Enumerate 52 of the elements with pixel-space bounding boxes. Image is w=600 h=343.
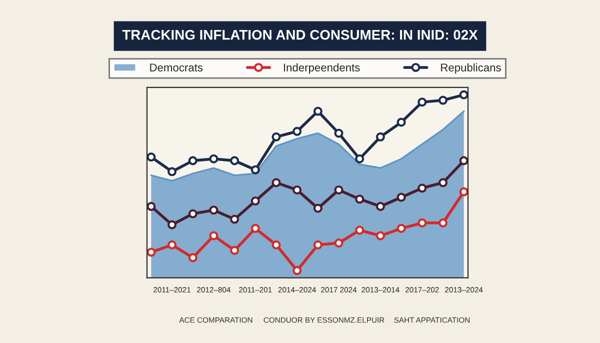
point	[396, 118, 406, 127]
point	[250, 196, 260, 206]
point	[438, 218, 448, 228]
point	[230, 246, 240, 255]
point	[188, 156, 198, 166]
point	[396, 224, 406, 233]
point	[167, 240, 177, 250]
point	[313, 240, 322, 250]
point	[250, 224, 260, 233]
point	[313, 106, 322, 116]
point	[147, 202, 156, 211]
point	[209, 231, 218, 240]
point	[188, 253, 198, 262]
point	[292, 126, 302, 136]
point	[334, 185, 344, 194]
point	[272, 132, 281, 142]
point	[292, 266, 302, 276]
point	[334, 128, 344, 138]
chart-title: TRACKING INFLATION AND CONSUMER: IN INID: 02X	[122, 30, 478, 40]
point	[418, 98, 427, 107]
point	[396, 192, 406, 202]
point	[272, 178, 281, 188]
point	[147, 152, 156, 162]
point	[147, 248, 156, 257]
legend-label: Republicans	[441, 63, 501, 74]
point	[272, 240, 281, 250]
point	[188, 209, 198, 218]
point	[209, 154, 218, 164]
point	[459, 90, 468, 100]
legend-label: Democrats	[150, 64, 203, 72]
point	[334, 238, 344, 248]
point	[250, 165, 260, 174]
point	[438, 96, 448, 105]
point	[167, 220, 177, 230]
point	[230, 214, 240, 224]
point	[438, 178, 448, 188]
point	[355, 154, 364, 164]
point	[292, 185, 302, 194]
legend-label: Inderpeendents	[284, 63, 360, 74]
point	[376, 231, 385, 240]
point	[167, 167, 177, 176]
point	[230, 156, 240, 166]
point	[355, 194, 364, 204]
point	[418, 218, 427, 228]
point	[209, 206, 218, 215]
point	[376, 202, 385, 211]
point	[459, 156, 468, 166]
point	[355, 226, 364, 235]
point	[376, 132, 385, 142]
point	[459, 187, 468, 196]
point	[418, 184, 427, 193]
point	[313, 204, 322, 213]
